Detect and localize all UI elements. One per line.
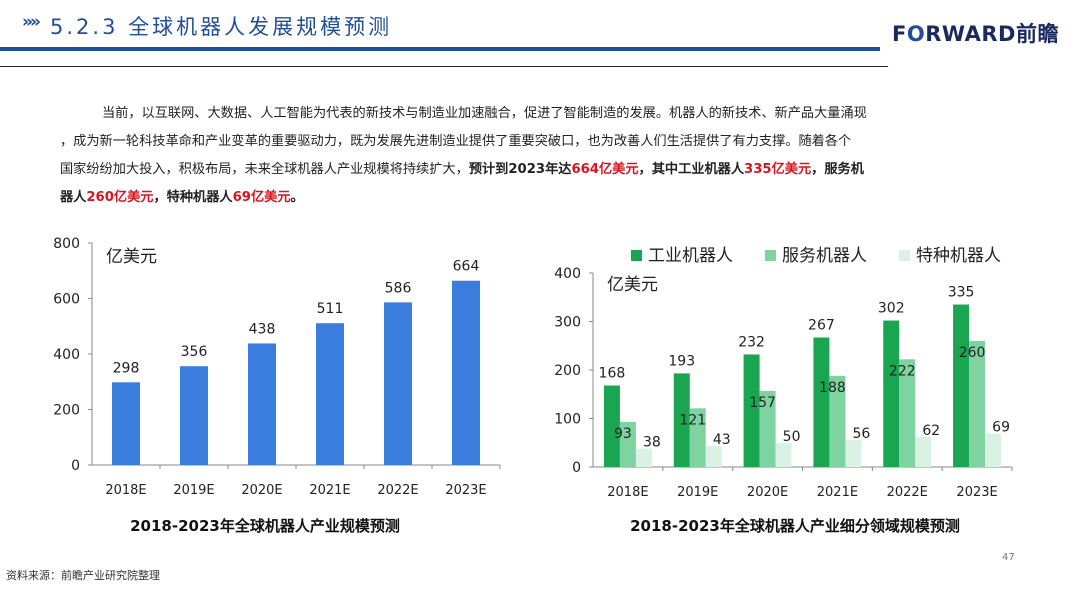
header-underline (0, 66, 888, 67)
slide-title: 5.2.3 全球机器人发展规模预测 (50, 15, 393, 39)
paragraph-line-3: 国家纷纷加大投入，积极布局，未来全球机器人产业规模将持续扩大， (60, 162, 469, 177)
bar-特种机器人-2018E (635, 448, 652, 467)
bar-服务机器人-2021E (829, 375, 846, 467)
x-tick-label: 2021E (309, 483, 350, 498)
data-label: 50 (783, 429, 801, 445)
legend-label: 工业机器人 (648, 246, 733, 266)
bar-2022E (384, 302, 412, 465)
bar-特种机器人-2020E (775, 442, 792, 467)
paragraph-line-1: 当前，以互联网、大数据、人工智能为代表的新技术与制造业加速融合，促进了智能制造的… (102, 106, 867, 121)
page-number: 47 (1002, 552, 1015, 563)
bar-工业机器人-2020E (743, 354, 760, 467)
data-label: 438 (249, 321, 276, 337)
highlight-special: 69亿美元 (232, 190, 291, 205)
bar-特种机器人-2022E (915, 436, 932, 467)
data-label: 302 (878, 301, 905, 317)
y-tick-label: 0 (572, 460, 581, 476)
y-tick-label: 200 (554, 363, 581, 379)
unit-label: 亿美元 (607, 275, 658, 295)
data-label: 267 (808, 318, 835, 334)
y-tick-label: 100 (554, 412, 581, 428)
data-label: 157 (749, 395, 776, 411)
bar-工业机器人-2021E (813, 337, 830, 467)
chart-title: 2018-2023年全球机器人产业细分领域规模预测 (630, 517, 960, 535)
bar-工业机器人-2018E (603, 385, 620, 467)
data-label: 298 (113, 360, 140, 376)
bar-2020E (248, 343, 276, 465)
legend-swatch (899, 250, 910, 261)
header-divider (0, 47, 880, 51)
bar-特种机器人-2021E (845, 439, 862, 467)
y-tick-label: 600 (53, 292, 80, 308)
y-tick-label: 800 (53, 236, 80, 252)
slide-header: »» 5.2.3 全球机器人发展规模预测 FORWARD前瞻 (0, 0, 1080, 70)
x-tick-label: 2023E (445, 483, 486, 498)
data-label: 664 (453, 259, 480, 275)
bar-服务机器人-2022E (899, 359, 916, 467)
bar-特种机器人-2019E (705, 446, 722, 467)
segment-scale-chart: 0 100 200 300 400 亿美元 工业机器人 服务机器人 特种机器人 168 93 38 20… (554, 246, 1013, 535)
bar-服务机器人-2019E (689, 408, 706, 467)
legend-swatch (765, 250, 776, 261)
x-tick-label: 2019E (677, 485, 718, 500)
bar-服务机器人-2018E (619, 421, 636, 467)
bar-2018E (112, 382, 140, 465)
header-arrows-icon: »» (22, 12, 41, 32)
data-label: 511 (317, 301, 344, 317)
x-tick-label: 2021E (817, 485, 858, 500)
data-label: 586 (385, 280, 412, 296)
legend-label: 服务机器人 (782, 246, 867, 266)
data-label: 222 (889, 363, 916, 379)
data-label: 62 (922, 423, 940, 439)
legend-swatch (631, 250, 642, 261)
data-label: 356 (181, 344, 208, 360)
bar-工业机器人-2023E (953, 304, 970, 467)
paragraph-line-2: ，成为新一轮科技革命和产业变革的重要驱动力，既为发展先进制造业提供了重要突破口，… (60, 134, 852, 149)
bar-2023E (452, 280, 480, 465)
intro-paragraph: 当前，以互联网、大数据、人工智能为代表的新技术与制造业加速融合，促进了智能制造的… (60, 106, 867, 205)
data-label: 232 (738, 334, 765, 350)
highlight-industrial: 335亿美元 (744, 162, 812, 177)
data-label: 335 (948, 285, 975, 301)
data-label: 260 (959, 345, 986, 361)
data-label: 188 (819, 380, 846, 396)
x-tick-label: 2020E (241, 483, 282, 498)
unit-label: 亿美元 (106, 247, 157, 267)
bar-工业机器人-2019E (673, 373, 690, 467)
x-tick-label: 2019E (173, 483, 214, 498)
bar-特种机器人-2023E (985, 433, 1002, 467)
chart-title: 2018-2023年全球机器人产业规模预测 (130, 517, 400, 535)
x-tick-label: 2018E (607, 485, 648, 500)
data-label: 93 (614, 426, 632, 442)
highlight-service: 260亿美元 (86, 190, 154, 205)
x-tick-label: 2020E (747, 485, 788, 500)
y-tick-label: 300 (554, 315, 581, 331)
x-tick-label: 2022E (377, 483, 418, 498)
legend-label: 特种机器人 (916, 246, 1001, 266)
data-label: 121 (679, 412, 706, 428)
x-tick-label: 2022E (887, 485, 928, 500)
data-label: 43 (713, 432, 731, 448)
data-label: 38 (643, 435, 661, 451)
x-tick-label: 2023E (956, 485, 997, 500)
source-note: 资料来源：前瞻产业研究院整理 (6, 569, 160, 582)
x-tick-label: 2018E (105, 483, 146, 498)
bar-服务机器人-2020E (759, 390, 776, 467)
data-label: 56 (853, 426, 871, 442)
bar-服务机器人-2023E (969, 340, 986, 467)
highlight-total: 664亿美元 (571, 162, 639, 177)
data-label: 168 (599, 366, 626, 382)
bar-2019E (180, 366, 208, 465)
y-tick-label: 0 (71, 458, 80, 474)
y-tick-label: 200 (53, 403, 80, 419)
y-tick-label: 400 (53, 347, 80, 363)
brand-logo: FORWARD前瞻 (892, 22, 1059, 46)
bar-工业机器人-2022E (883, 320, 900, 467)
y-tick-label: 400 (554, 266, 581, 282)
total-scale-chart: 0 200 400 600 800 亿美元 298 2018E 356 2019E 438 2020E… (53, 236, 501, 535)
data-label: 69 (992, 420, 1010, 436)
bar-2021E (316, 323, 344, 465)
data-label: 193 (668, 353, 695, 369)
